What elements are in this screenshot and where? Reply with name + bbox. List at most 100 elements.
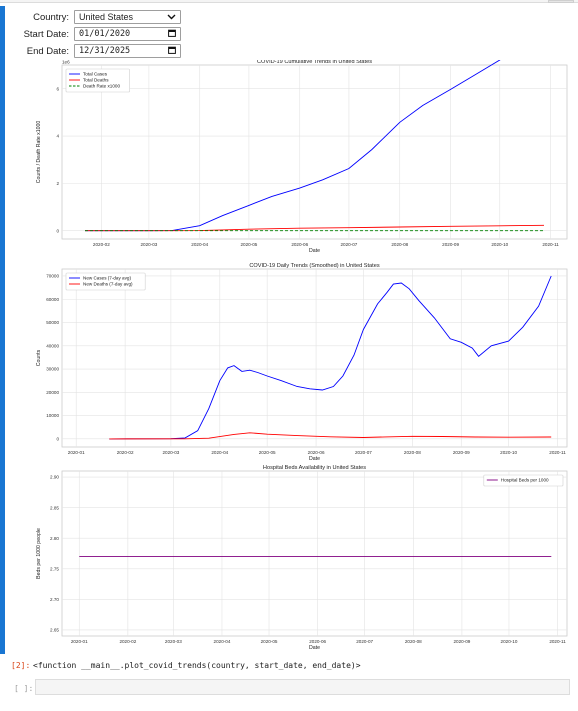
chart-legend: New Cases (7-day avg)New Deaths (7-day a… [65,272,146,291]
series-line [109,432,552,440]
end-date-picker[interactable]: 12/31/2025 [74,44,181,58]
end-date-value: 12/31/2025 [79,46,131,56]
x-tick-label: 2020-02 [93,242,110,247]
output-cell: Country: United States Start Date: 01/01… [0,3,578,654]
x-tick-label: 2020-06 [309,639,326,644]
start-date-label: Start Date: [23,28,69,40]
chevron-down-icon [167,13,176,22]
chart-panel-3: Hospital Beds Availability in United Sta… [36,465,568,651]
covid-trends-figure: COVID-19 Cumulative Trends in United Sta… [36,60,568,651]
y-axis-label: Counts [36,349,42,366]
start-date-value: 01/01/2020 [79,29,131,39]
y-tick-label: 2.80 [50,536,59,541]
x-tick-label: 2020-08 [405,639,422,644]
x-tick-label: 2020-06 [291,242,308,247]
x-tick-label: 2020-05 [240,242,257,247]
y-tick-label: 0 [56,228,59,233]
legend-label: Total Deaths [83,78,109,83]
output-text: <function __main__.plot_covid_trends(cou… [33,661,361,670]
end-date-label: End Date: [26,45,69,57]
empty-cell-prompt: [ ]: [14,684,34,693]
x-tick-label: 2020-10 [500,450,517,455]
y-tick-label: 60000 [46,297,59,302]
chart-title: Hospital Beds Availability in United Sta… [263,465,366,471]
y-tick-label: 2.85 [50,505,59,510]
x-tick-label: 2020-04 [211,450,228,455]
y-tick-label: 2 [56,181,59,186]
x-tick-label: 2020-09 [453,639,470,644]
toolbar-button[interactable] [548,0,574,3]
y-tick-label: 2.90 [50,475,59,480]
y-tick-label: 2.70 [50,597,59,602]
x-tick-label: 2020-05 [259,450,276,455]
chart-panel-1: COVID-19 Cumulative Trends in United Sta… [36,60,568,254]
x-tick-label: 2020-11 [549,450,566,455]
start-date-picker[interactable]: 01/01/2020 [74,27,181,41]
x-tick-label: 2020-07 [356,639,373,644]
series-line [85,60,501,232]
x-tick-label: 2020-09 [453,450,470,455]
country-dropdown[interactable]: United States [74,10,181,24]
y-tick-label: 40000 [46,343,59,348]
legend-box [483,474,564,487]
x-tick-label: 2020-09 [442,242,459,247]
y-tick-label: 70000 [46,274,59,279]
cell-selection-indicator [0,6,5,654]
x-tick-label: 2020-04 [214,639,231,644]
x-tick-label: 2020-01 [71,639,88,644]
x-tick-label: 2020-08 [391,242,408,247]
y-axis-label: Beds per 1000 people [36,528,42,579]
output-prompt: [2]: [11,661,31,670]
x-tick-label: 2020-01 [68,450,85,455]
country-widget: Country: United States [16,10,181,24]
x-tick-label: 2020-10 [501,639,518,644]
x-tick-label: 2020-03 [162,450,179,455]
x-tick-label: 2020-02 [119,639,136,644]
x-tick-label: 2020-06 [308,450,325,455]
chart-legend: Hospital Beds per 1000 [483,474,564,487]
plot-area [61,64,568,240]
y-axis-label: Counts / Death Rate x1000 [36,121,42,184]
y-tick-label: 0 [56,436,59,441]
empty-code-cell[interactable] [35,679,570,695]
y-tick-label: 2.75 [50,566,59,571]
legend-label: New Cases (7-day avg) [83,276,131,281]
x-tick-label: 2020-04 [191,242,208,247]
legend-label: Hospital Beds per 1000 [501,478,549,483]
x-axis-label: Date [309,456,320,462]
x-tick-label: 2020-08 [404,450,421,455]
series-line [109,275,552,440]
notebook-toolbar [0,0,578,3]
legend-label: Death Rate x1000 [83,84,120,89]
y-tick-label: 50000 [46,320,59,325]
country-value: United States [79,12,134,22]
legend-box [65,272,146,291]
y-tick-label: 4 [56,134,59,139]
x-tick-label: 2020-11 [549,639,566,644]
axis-offset-label: 1e6 [62,60,70,65]
legend-label: Total Cases [83,72,108,77]
x-tick-label: 2020-02 [117,450,134,455]
x-tick-label: 2020-10 [491,242,508,247]
plot-area [61,470,568,637]
x-tick-label: 2020-11 [542,242,559,247]
legend-label: New Deaths (7-day avg) [83,282,133,287]
chart-title: COVID-19 Cumulative Trends in United Sta… [257,60,372,65]
x-tick-label: 2020-03 [140,242,157,247]
x-tick-label: 2020-05 [261,639,278,644]
end-date-widget: End Date: 12/31/2025 [16,44,181,58]
legend-box [65,68,130,93]
start-date-widget: Start Date: 01/01/2020 [16,27,181,41]
calendar-icon[interactable] [168,29,176,39]
calendar-icon[interactable] [168,46,176,56]
y-tick-label: 6 [56,86,59,91]
y-tick-label: 10000 [46,413,59,418]
y-tick-label: 2.65 [50,627,59,632]
y-tick-label: 30000 [46,367,59,372]
plot-area [61,268,568,448]
x-axis-label: Date [309,645,320,651]
x-tick-label: 2020-03 [165,639,182,644]
country-label: Country: [33,11,69,23]
chart-panel-2: COVID-19 Daily Trends (Smoothed) in Unit… [36,263,568,462]
